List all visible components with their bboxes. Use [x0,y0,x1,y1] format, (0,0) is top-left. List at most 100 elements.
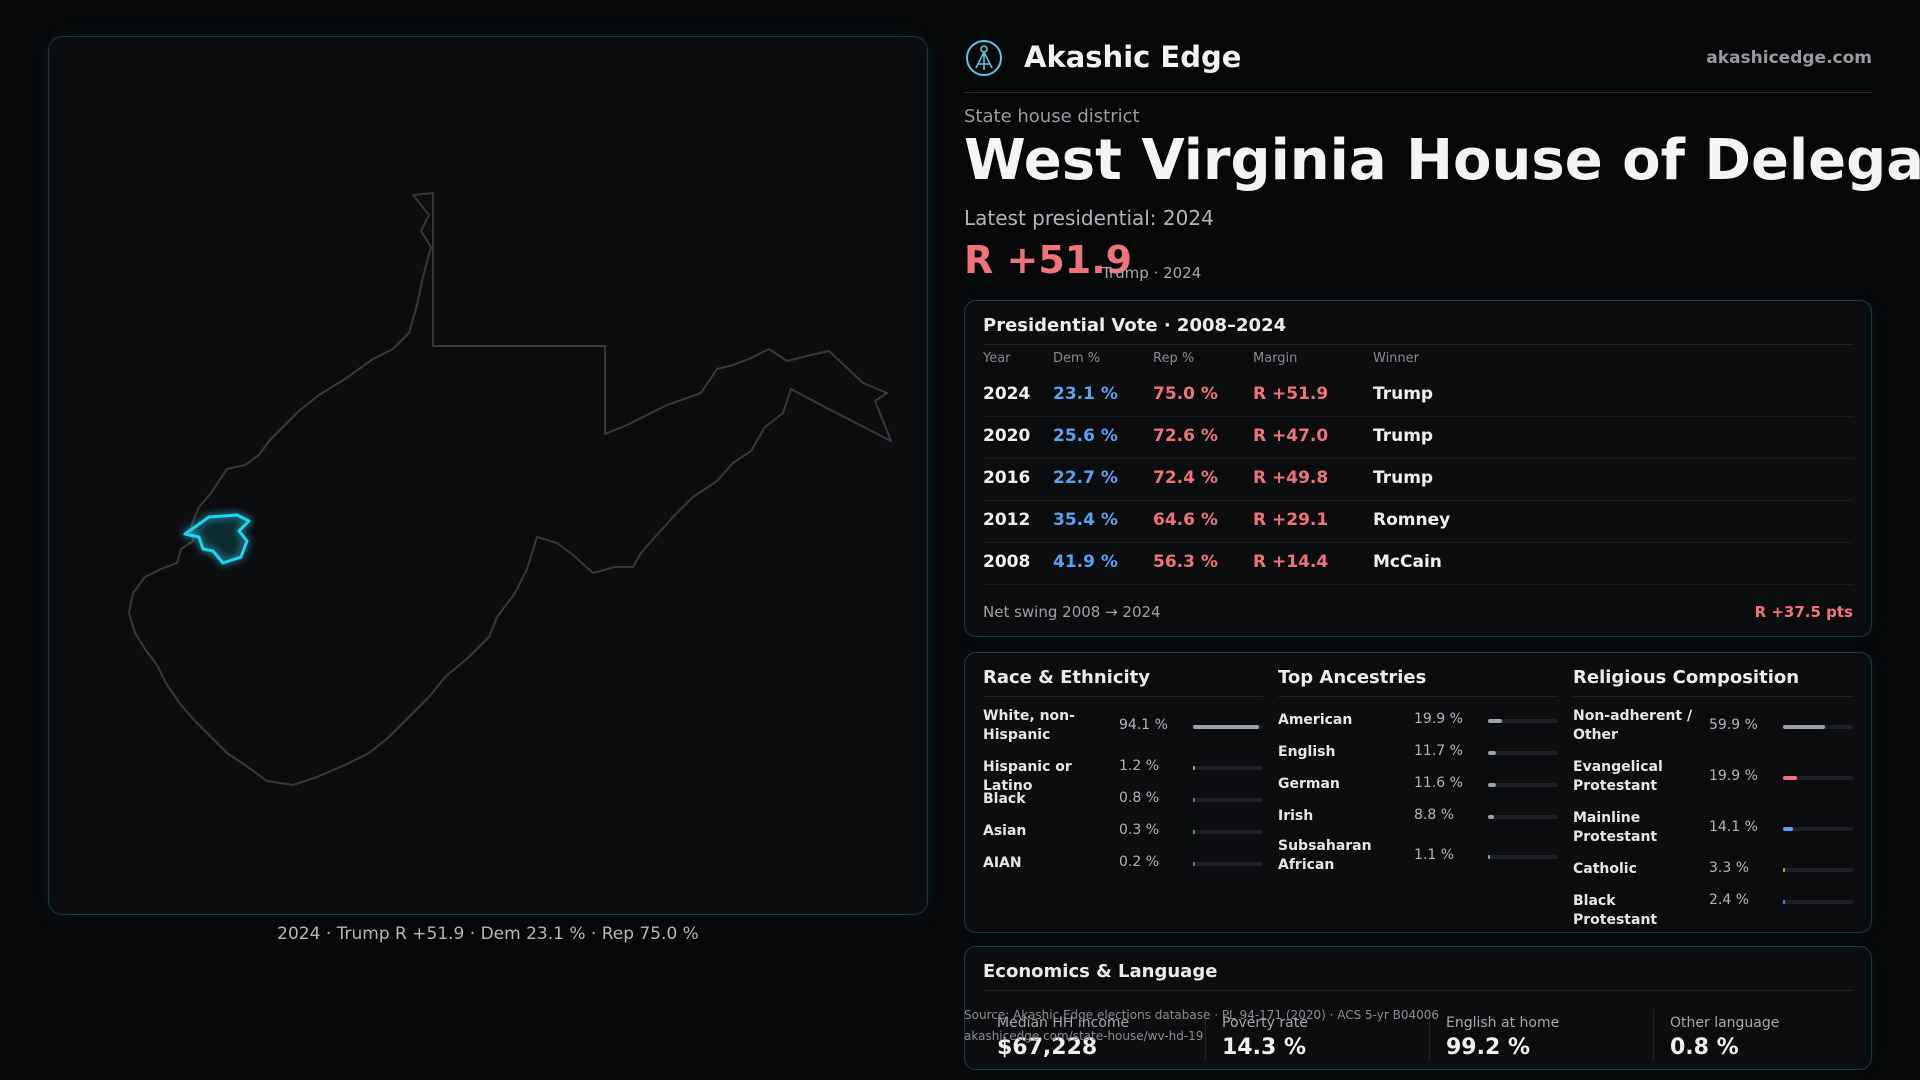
item-label: AIAN [983,855,1022,871]
akashic-edge-logo-icon[interactable] [964,38,1004,78]
column-header-dem: Dem % [1053,351,1101,366]
cell-margin: R +51.9 [1253,384,1329,404]
cell-rep: 64.6 % [1153,510,1218,530]
district-type-label: State house district [964,106,1140,127]
brand-header: Akashic Edge akashicedge.com [964,36,1872,93]
item-bar-track [1488,719,1558,723]
item-bar-fill [1193,798,1195,802]
item-label: White, non-Hispanic [983,708,1075,743]
net-swing-value: R +37.5 pts [1754,603,1853,621]
divider [983,990,1853,991]
item-bar-track [1193,830,1263,834]
item-label: English [1278,744,1336,760]
cell-year: 2008 [983,552,1031,572]
item-bar-fill [1488,719,1502,723]
cell-margin: R +29.1 [1253,510,1329,530]
cell-rep: 75.0 % [1153,384,1218,404]
table-row: 2016 22.7 % 72.4 % R +49.8 Trump [983,458,1853,501]
district-19-shape[interactable] [183,513,251,565]
cell-winner: Trump [1373,468,1434,488]
cell-dem: 22.7 % [1053,468,1118,488]
map-panel[interactable] [48,36,928,915]
economics-title: Economics & Language [983,961,1218,982]
cell-year: 2016 [983,468,1031,488]
source-footnote: Source: Akashic Edge elections database … [964,1005,1439,1047]
stat-value: 99.2 % [1446,1035,1530,1060]
item-bar-fill [1488,783,1496,787]
table-row: 2024 23.1 % 75.0 % R +51.9 Trump [983,374,1853,417]
race-ethnicity-section: Race & Ethnicity White, non-Hispanic 94.… [983,653,1263,934]
item-pct: 19.9 % [1414,711,1463,727]
item-bar-track [1193,725,1263,729]
latest-margin-value: R +51.9 [964,238,1133,282]
table-row: 2008 41.9 % 56.3 % R +14.4 McCain [983,542,1853,585]
item-label: Catholic [1573,861,1637,877]
item-pct: 0.3 % [1119,822,1160,838]
presidential-vote-card: Presidential Vote · 2008–2024 Year Dem %… [964,300,1872,637]
latest-margin-subtitle: Trump · 2024 [1102,264,1202,282]
cell-year: 2020 [983,426,1031,446]
item-pct: 0.8 % [1119,790,1160,806]
item-bar-track [1193,766,1263,770]
item-label: Mainline Protestant [1573,810,1658,845]
cell-year: 2012 [983,510,1031,530]
item-pct: 8.8 % [1414,807,1455,823]
item-bar-fill [1193,862,1195,866]
item-bar-fill [1488,751,1496,755]
item-bar-track [1488,783,1558,787]
item-bar-fill [1783,868,1785,872]
page-title: West Virginia House of Delegates Distric… [964,128,1920,193]
cell-dem: 41.9 % [1053,552,1118,572]
stat-label: Other language [1670,1015,1780,1031]
cell-winner: Trump [1373,384,1434,404]
item-bar-track [1193,798,1263,802]
item-label: American [1278,712,1353,728]
cell-dem: 35.4 % [1053,510,1118,530]
item-bar-track [1783,776,1853,780]
item-label: Subsaharan African [1278,838,1372,873]
item-bar-track [1488,751,1558,755]
item-label: Asian [983,823,1027,839]
stat-label: English at home [1446,1015,1560,1031]
item-bar-fill [1193,830,1195,834]
divider [1653,1009,1654,1061]
economics-card: Economics & Language Median HH income $6… [964,946,1872,1070]
source-url[interactable]: akashicedge.com/state-house/wv-hd-19 [964,1029,1204,1043]
stat-poverty-rate: Poverty rate 14.3 % [1222,1015,1308,1060]
cell-winner: Romney [1373,510,1451,530]
item-bar-fill [1783,725,1825,729]
column-header-winner: Winner [1373,351,1420,366]
item-pct: 59.9 % [1709,717,1758,733]
table-row: 2012 35.4 % 64.6 % R +29.1 Romney [983,500,1853,543]
cell-margin: R +49.8 [1253,468,1329,488]
cell-rep: 72.6 % [1153,426,1218,446]
item-bar-track [1488,815,1558,819]
item-bar-track [1193,862,1263,866]
item-pct: 1.1 % [1414,847,1455,863]
item-pct: 94.1 % [1119,717,1168,733]
column-header-rep: Rep % [1153,351,1195,366]
state-outline [128,192,892,786]
cell-margin: R +14.4 [1253,552,1329,572]
brand-url[interactable]: akashicedge.com [1706,48,1872,68]
net-swing-label: Net swing 2008 → 2024 [983,603,1161,621]
ancestries-title: Top Ancestries [1278,667,1427,688]
item-bar-track [1783,868,1853,872]
item-pct: 14.1 % [1709,819,1758,835]
divider [1205,1009,1206,1061]
divider [983,344,1853,345]
divider [1573,696,1853,697]
item-bar-fill [1488,855,1490,859]
stat-value: $67,228 [997,1035,1098,1060]
stat-english-at-home: English at home 99.2 % [1446,1015,1559,1060]
item-bar-fill [1783,900,1785,904]
item-label: Non-adherent / Other [1573,708,1693,743]
item-pct: 2.4 % [1709,892,1750,908]
race-ethnicity-title: Race & Ethnicity [983,667,1150,688]
item-label: Irish [1278,808,1314,824]
stat-value: 0.8 % [1670,1035,1739,1060]
presidential-vote-title: Presidential Vote · 2008–2024 [983,315,1287,336]
source-line: Source: Akashic Edge elections database … [964,1008,1440,1022]
cell-year: 2024 [983,384,1031,404]
ancestries-section: Top Ancestries American 19.9 % English 1… [1278,653,1558,934]
